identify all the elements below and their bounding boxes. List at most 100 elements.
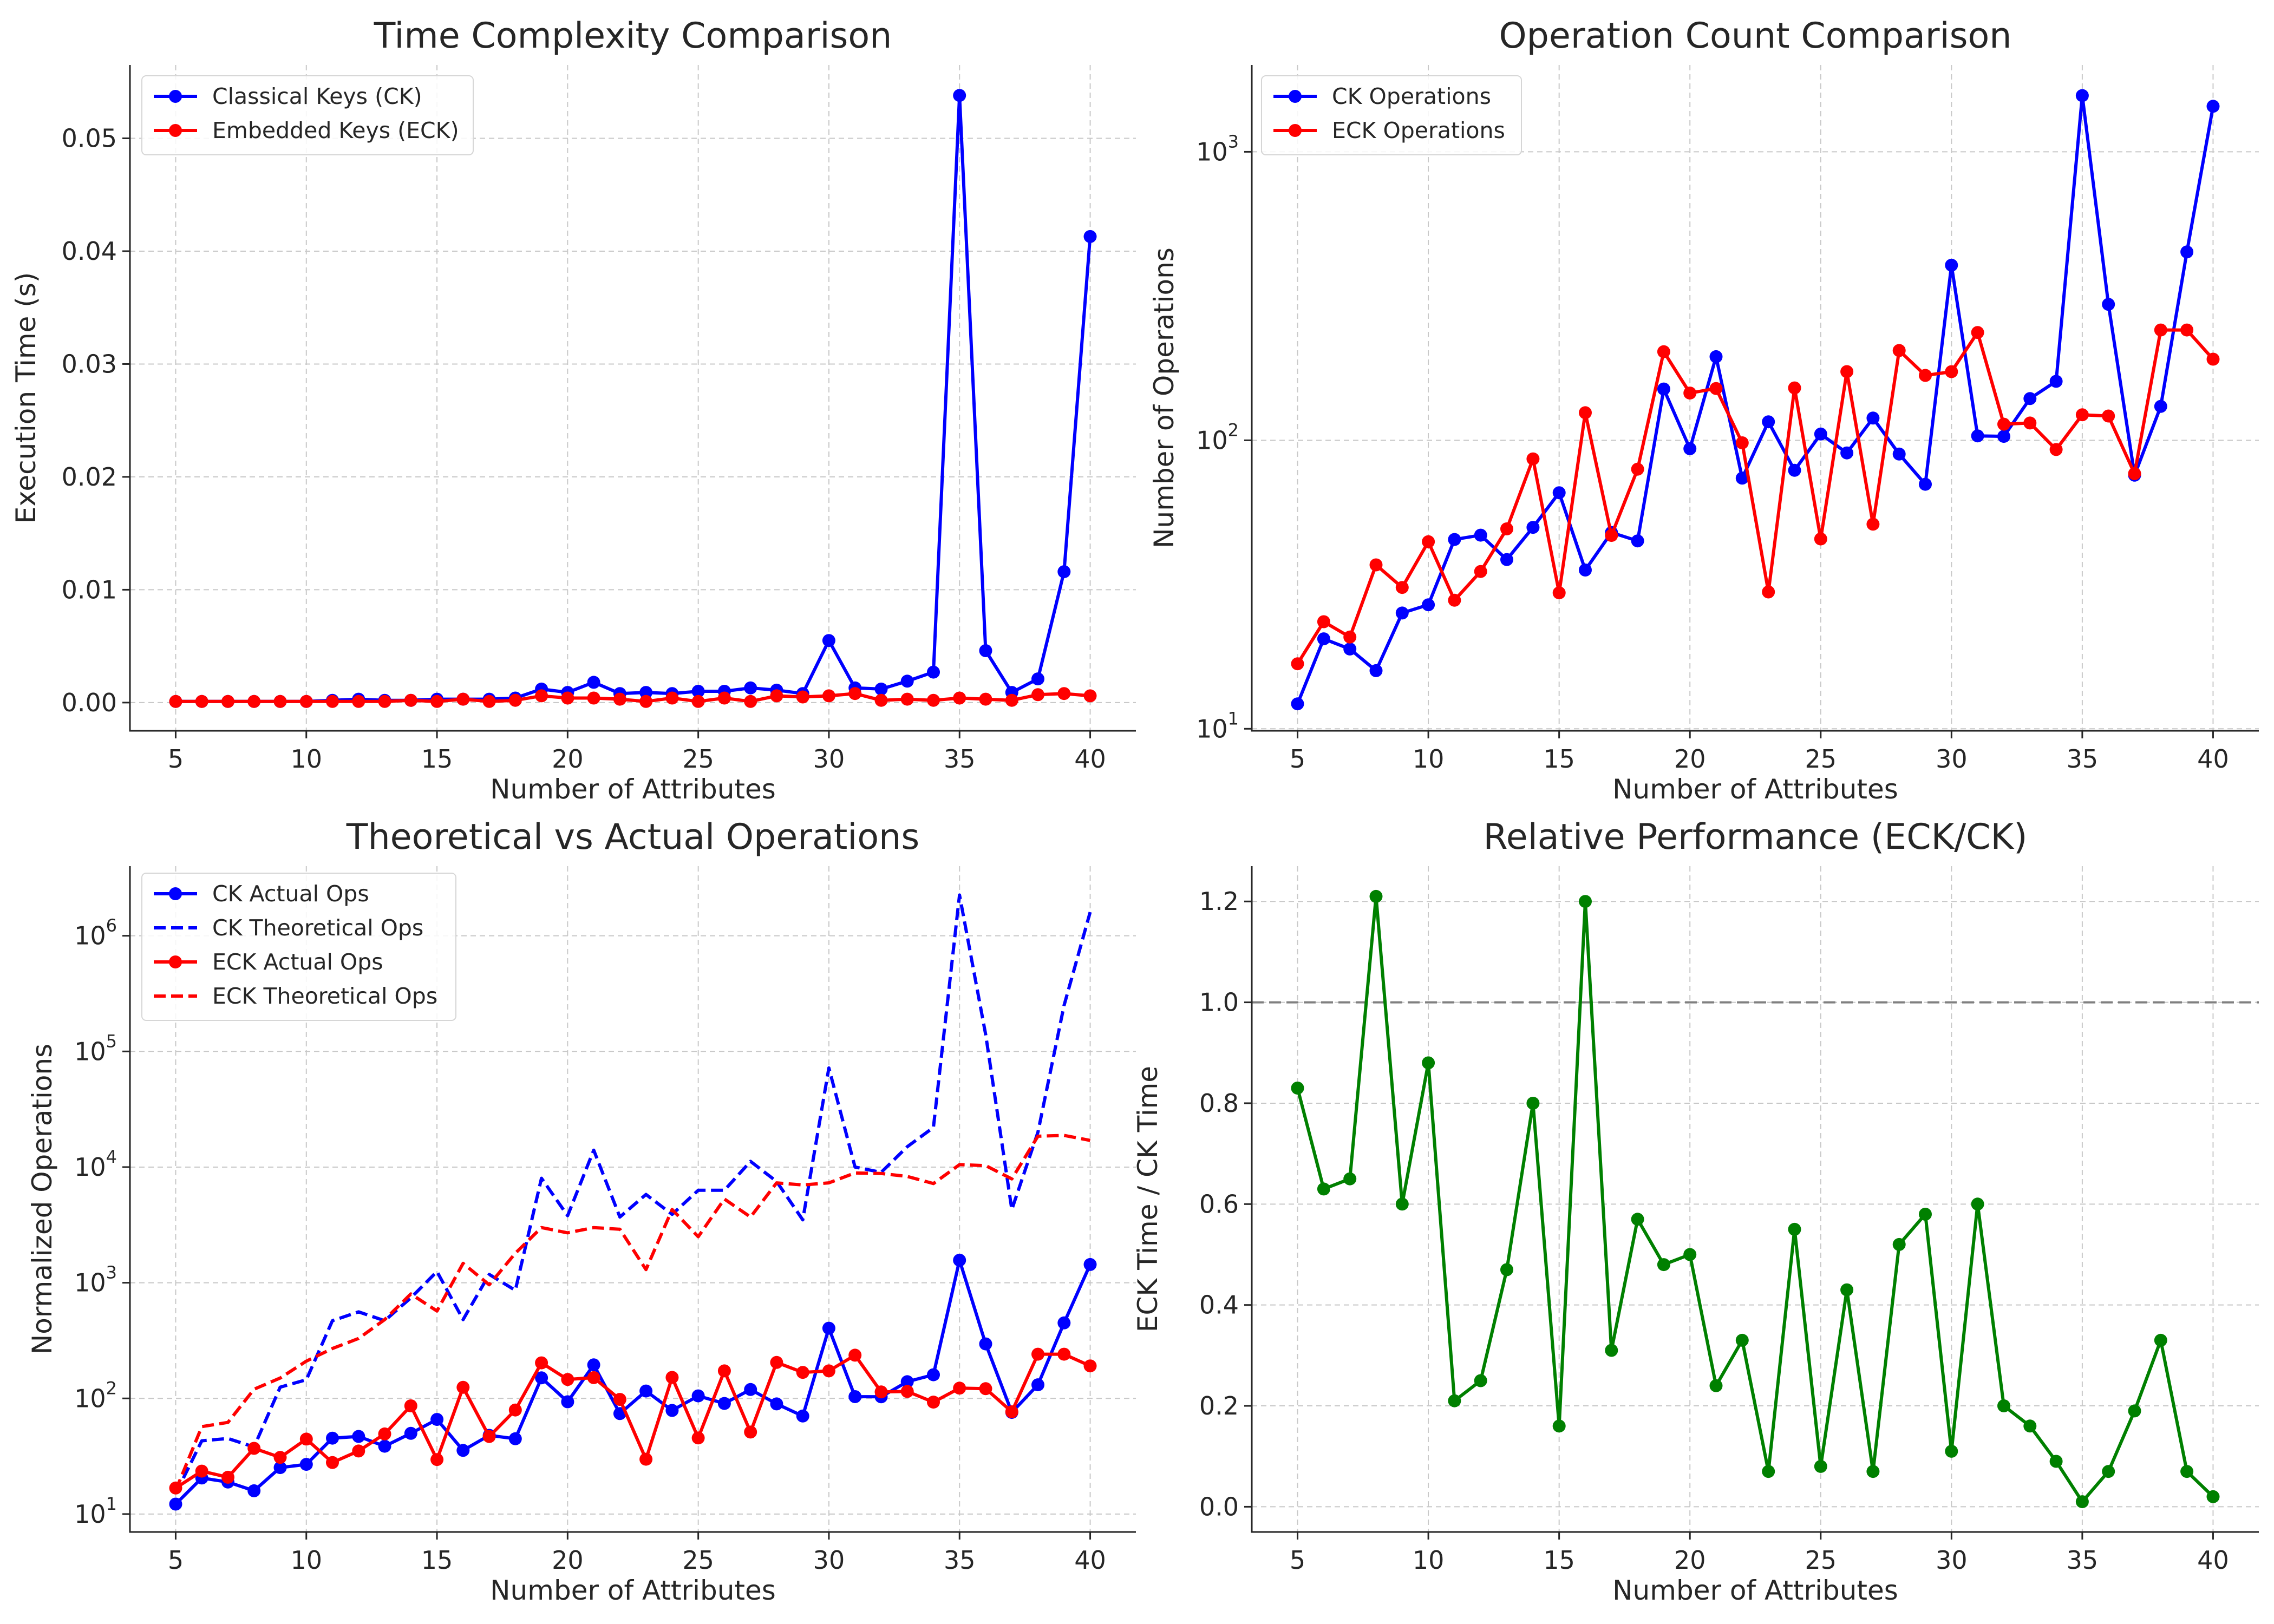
x-tick-label: 35 [2067,744,2099,774]
y-tick-label: 105 [74,1031,117,1066]
data-point [744,695,757,708]
data-point [927,1396,940,1409]
data-point [430,695,444,708]
data-point [1422,1056,1435,1070]
data-point [1605,529,1618,542]
data-point [1919,477,1932,491]
data-point [299,1458,313,1471]
x-tick-label: 40 [2197,744,2229,774]
data-point [2128,1404,2141,1418]
data-point [1526,1097,1540,1110]
data-point [1031,672,1044,686]
data-point [1343,630,1357,644]
data-point [535,1371,548,1385]
x-tick-label: 10 [290,1546,322,1575]
data-point [770,1355,783,1369]
data-point [665,1404,679,1417]
data-point [2075,89,2089,102]
x-tick-label: 10 [1413,1546,1445,1575]
legend-label: ECK Theoretical Ops [212,983,437,1009]
y-tick-exponent: 3 [1228,131,1239,152]
data-point [1474,565,1487,578]
data-point [2206,352,2220,366]
data-point [639,1384,653,1398]
legend-label: ECK Actual Ops [212,949,383,975]
data-point [352,1430,365,1443]
data-point [273,1461,287,1475]
data-point [1971,1197,1984,1211]
data-point [1605,1344,1618,1357]
data-point [587,676,600,689]
y-tick-label: 0.03 [62,349,117,378]
data-point [691,1389,705,1403]
data-point [1448,1394,1461,1407]
y-tick-label: 0.05 [62,124,117,153]
data-point [1735,472,1749,485]
y-tick-exponent: 3 [106,1262,117,1283]
x-tick-label: 30 [813,1546,845,1575]
y-tick-exponent: 1 [106,1494,117,1514]
data-point [1526,452,1540,466]
data-point [2023,416,2037,430]
x-tick-label: 10 [1413,744,1445,774]
series-line-2 [174,893,1092,1495]
data-point [587,691,600,705]
data-point [1552,486,1566,500]
data-point [273,695,287,708]
x-tick-label: 15 [421,744,453,774]
data-point [535,1356,548,1370]
chart-title: Relative Performance (ECK/CK) [1483,817,2027,857]
data-point [1500,553,1513,566]
data-point [1343,1172,1357,1186]
legend-swatch-marker [169,955,182,968]
data-point [1422,598,1435,612]
data-point [1657,382,1670,396]
data-point [1422,535,1435,548]
y-tick-exponent: 5 [106,1031,117,1051]
data-point [299,695,313,708]
data-point [430,1453,444,1466]
axis-spines [1251,866,2259,1533]
data-point [1788,463,1801,477]
data-point [848,1390,862,1403]
y-tick-base: 10 [1196,714,1228,743]
data-point [2102,409,2115,423]
data-point [1709,382,1723,395]
data-point [613,1393,626,1406]
data-point [535,689,548,703]
y-tick-base: 10 [74,1152,106,1182]
chart-panel-4: 5 10 15 20 25 30 35 40 0.0 0.2 0.4 0.6 0.8 1.0 1.2 Rela… [1132,817,2259,1606]
data-point [1057,687,1071,700]
legend-swatch-marker [169,887,182,900]
x-tick-label: 20 [552,1546,584,1575]
y-tick-label: 106 [74,915,117,951]
y-tick-label: 103 [74,1262,117,1298]
legend-label: ECK Operations [1332,117,1505,143]
data-point [1866,518,1880,531]
legend-label: CK Theoretical Ops [212,915,423,941]
data-point [1762,415,1775,429]
data-point [1971,429,1984,443]
data-point [2154,323,2167,337]
x-tick-label: 25 [682,744,714,774]
series-line-3 [174,1352,1091,1490]
data-point [953,691,966,705]
data-point [1291,697,1304,711]
data-point [299,1432,313,1446]
x-axis-label: Number of Attributes [1612,774,1898,805]
data-point [979,1382,992,1396]
x-tick-label: 35 [2067,1546,2099,1575]
data-point [1997,417,2010,431]
data-point [1814,532,1827,546]
data-point [561,1373,574,1386]
data-point [691,1431,705,1445]
data-point [1057,1347,1071,1361]
legend-label: Embedded Keys (ECK) [212,117,459,143]
data-point [1814,427,1827,441]
x-tick-label: 15 [1543,744,1575,774]
y-tick-label: 101 [74,1494,117,1529]
data-point [2049,1455,2063,1468]
